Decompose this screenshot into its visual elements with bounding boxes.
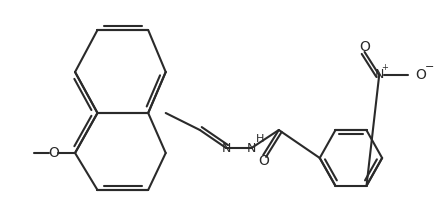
Text: +: + bbox=[381, 64, 388, 72]
Text: O: O bbox=[415, 68, 426, 82]
Text: H: H bbox=[256, 134, 264, 144]
Text: N: N bbox=[247, 141, 256, 154]
Text: O: O bbox=[48, 146, 59, 160]
Text: O: O bbox=[359, 40, 370, 54]
Text: N: N bbox=[221, 141, 231, 154]
Text: O: O bbox=[258, 154, 269, 168]
Text: N: N bbox=[375, 69, 384, 81]
Text: −: − bbox=[425, 62, 434, 72]
